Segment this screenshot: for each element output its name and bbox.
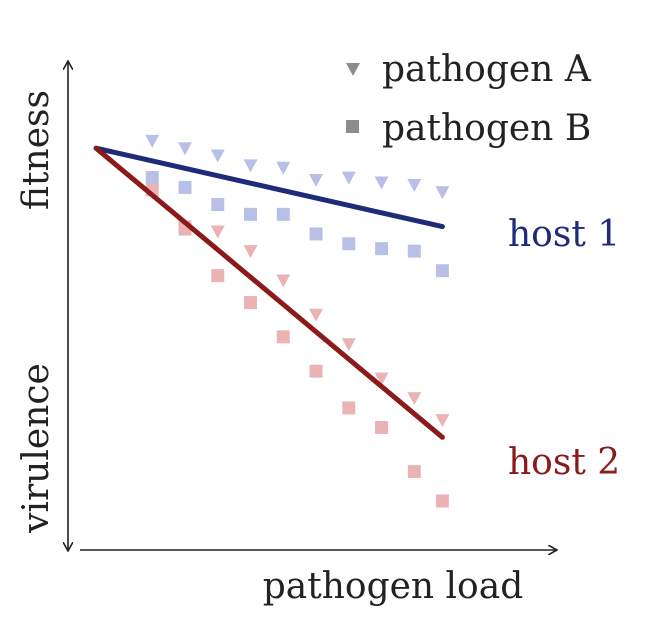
triangle-point-host2	[309, 308, 324, 322]
triangle-point-host1	[178, 142, 192, 156]
square-point-host2	[407, 465, 421, 479]
square-point-host1	[211, 198, 225, 212]
triangle-point-host1	[210, 149, 225, 163]
y-label-virulence: virulence	[16, 363, 57, 534]
square-point-host1	[244, 207, 258, 221]
x-axis-label: pathogen load	[263, 566, 524, 607]
legend-label-pathogen-b: pathogen B	[382, 108, 591, 149]
host-2-label: host 2	[508, 442, 620, 483]
square-point-host2	[276, 330, 290, 344]
triangle-point-host2	[407, 392, 422, 406]
scatter-points	[145, 134, 450, 508]
triangle-point-host1	[341, 171, 356, 185]
square-point-host2	[211, 269, 225, 283]
legend-label-pathogen-a: pathogen A	[382, 49, 592, 90]
square-point-host1	[178, 180, 192, 194]
square-point-host2	[375, 421, 389, 434]
square-point-host1	[407, 244, 421, 258]
triangle-point-host2	[276, 274, 291, 288]
square-point-host2	[342, 401, 356, 415]
triangle-point-host2	[435, 414, 450, 428]
square-point-host1	[276, 207, 290, 221]
triangle-point-host1	[276, 161, 291, 175]
triangle-point-host2	[374, 372, 389, 386]
square-point-host1	[375, 242, 389, 256]
square-point-host1	[342, 237, 356, 251]
square-point-host2	[244, 296, 258, 310]
square-point-host1	[435, 264, 449, 278]
legend-square-marker	[346, 120, 359, 133]
square-point-host2	[309, 364, 323, 378]
host-1-label: host 1	[508, 214, 620, 255]
y-label-fitness: fitness	[16, 90, 57, 210]
line-host-2	[93, 145, 445, 440]
triangle-point-host1	[243, 159, 258, 173]
square-point-host2	[435, 494, 449, 508]
triangle-point-host1	[145, 134, 160, 148]
line-host-1	[93, 145, 445, 230]
host-lines	[93, 145, 445, 440]
square-point-host1	[145, 171, 159, 185]
square-point-host1	[309, 227, 323, 241]
legend-triangle-marker	[346, 63, 360, 76]
triangle-point-host2	[341, 338, 356, 352]
triangle-point-host1	[374, 176, 389, 190]
triangle-point-host1	[435, 186, 450, 200]
triangle-point-host1	[309, 174, 324, 188]
triangle-point-host2	[243, 245, 258, 259]
triangle-point-host2	[210, 225, 225, 239]
triangle-point-host1	[407, 178, 422, 192]
legend: pathogen A pathogen B	[346, 49, 592, 149]
